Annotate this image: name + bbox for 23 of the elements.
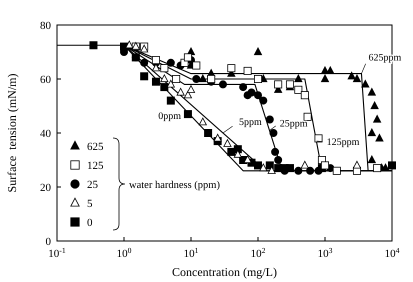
y-tick-label: 40	[40, 128, 52, 140]
legend-label: 625	[87, 141, 104, 153]
legend-label: 25	[87, 179, 98, 191]
annotation: 5ppm	[238, 117, 262, 128]
x-tick-label: 10$^{2}$	[250, 246, 266, 260]
y-tick-label: 60	[40, 74, 52, 86]
x-axis-title: Concentration (mg/L)	[172, 265, 277, 279]
legend-title: water hardness (ppm)	[129, 180, 220, 191]
annotation: 125ppm	[326, 137, 360, 148]
legend-label: 5	[87, 198, 93, 210]
y-tick-label: 0	[46, 236, 52, 248]
annotation: 0ppm	[158, 110, 182, 122]
legend-label: 125	[87, 160, 104, 172]
legend-label: 0	[87, 217, 93, 229]
annotation: 25ppm	[280, 118, 308, 130]
y-tick-label: 80	[40, 20, 52, 32]
x-tick-label: 10$^{0}$	[116, 246, 132, 260]
x-tick-label: 10$^{3}$	[318, 246, 333, 260]
y-tick-label: 20	[40, 182, 52, 194]
y-axis-title: Surface tension (mN/m)	[5, 74, 19, 192]
x-tick-label: 10$^{1}$	[184, 246, 199, 260]
x-tick-label: 10$^{-1}$	[48, 246, 66, 260]
x-tick-label: 10$^{4}$	[384, 246, 400, 260]
